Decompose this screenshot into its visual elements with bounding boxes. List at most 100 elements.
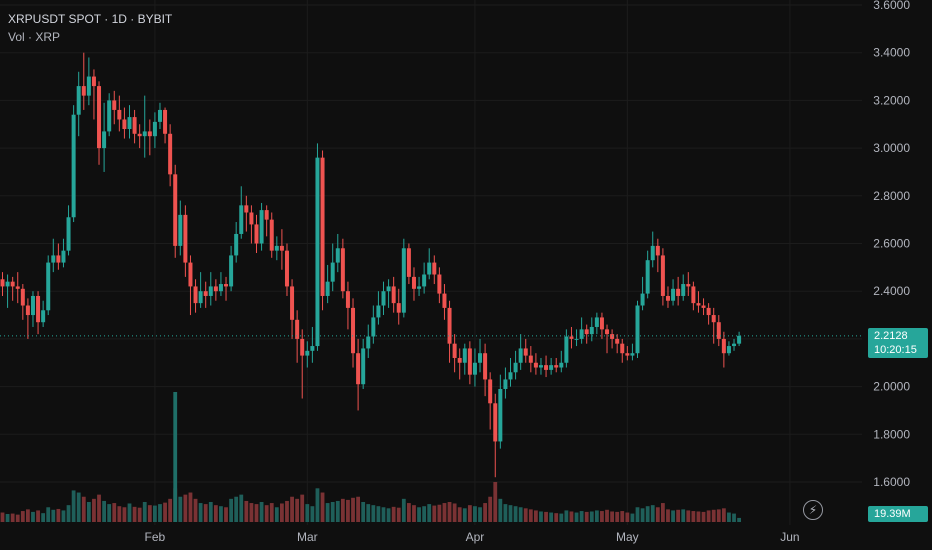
volume-bar	[71, 490, 76, 522]
volume-bar	[574, 512, 579, 522]
candle-body	[610, 334, 615, 339]
candle-body	[356, 353, 361, 385]
candle-body	[478, 353, 483, 363]
candle-body	[386, 286, 391, 292]
candle-body	[188, 262, 193, 287]
volume-bar	[407, 503, 411, 522]
volume-bar	[76, 492, 81, 522]
candle-body	[203, 291, 208, 296]
candle-body	[178, 214, 183, 246]
candle-body	[732, 343, 737, 347]
candle-body	[737, 335, 742, 344]
volume-bar	[351, 497, 355, 522]
volume-bar	[219, 506, 223, 522]
volume-bar	[117, 506, 122, 522]
candle-body	[574, 338, 579, 340]
volume-bar	[5, 514, 10, 522]
volume-bar	[285, 500, 289, 522]
candle-body	[213, 286, 218, 292]
candle-body	[279, 245, 284, 251]
volume-bar	[610, 511, 614, 522]
candle-body	[122, 119, 127, 130]
x-tick-label: May	[616, 530, 639, 544]
candle-body	[396, 303, 401, 313]
candle-body	[488, 379, 493, 404]
last-price-value: 2.2128	[874, 330, 908, 342]
volume-bar	[584, 511, 589, 522]
candle-body	[696, 303, 701, 306]
flash-icon[interactable]: ⚡	[803, 500, 823, 520]
volume-bar	[508, 505, 513, 522]
volume-bar	[549, 512, 554, 522]
volume-bar	[193, 498, 198, 522]
candle-body	[127, 117, 132, 130]
candle-body	[371, 317, 376, 337]
y-tick-label: 3.4000	[873, 46, 910, 60]
y-tick-label: 3.0000	[873, 141, 910, 155]
candle-body	[711, 315, 716, 323]
candle-body	[467, 348, 472, 375]
y-tick-label: 2.0000	[873, 380, 910, 394]
volume-bar	[239, 494, 244, 522]
candle-body	[218, 284, 223, 292]
candle-body	[554, 365, 559, 368]
volume-bar	[66, 505, 71, 522]
candle-body	[432, 262, 437, 275]
candle-body	[15, 286, 20, 289]
volume-bar	[290, 496, 294, 522]
x-tick-label: Mar	[297, 530, 318, 544]
candle-body	[528, 355, 533, 363]
volume-bar	[539, 511, 543, 522]
candle-body	[640, 293, 645, 306]
candle-body	[147, 131, 152, 137]
candle-body	[259, 210, 264, 244]
volume-bar	[15, 514, 20, 522]
last-price-tag: 2.2128 10:20:15	[868, 328, 928, 358]
candle-body	[0, 279, 5, 287]
candle-body	[112, 100, 117, 110]
candle-body	[559, 362, 564, 368]
symbol-title[interactable]: XRPUSDT SPOT · 1D · BYBIT	[8, 12, 173, 26]
volume-bar	[528, 509, 533, 522]
candle-body	[284, 250, 289, 287]
candle-body	[681, 284, 686, 296]
volume-bar	[401, 498, 406, 522]
candle-body	[86, 76, 91, 96]
candle-body	[173, 174, 178, 246]
volume-spike-bar	[173, 392, 178, 522]
volume-bar	[178, 496, 183, 522]
volume-bar	[498, 498, 503, 522]
volume-bar	[716, 509, 721, 522]
candle-body	[10, 281, 15, 287]
y-tick-label: 3.6000	[873, 0, 910, 12]
volume-bar	[244, 500, 249, 522]
volume-bar	[534, 510, 538, 522]
volume-bar	[640, 508, 645, 522]
candle-body	[46, 262, 51, 311]
volume-bar	[356, 496, 360, 522]
candle-body	[599, 317, 604, 330]
volume-bar	[412, 505, 416, 522]
volume-bar	[473, 506, 477, 522]
volume-bar	[600, 511, 604, 522]
candle-body	[41, 310, 46, 323]
volume-bar	[518, 507, 523, 522]
volume-bar	[127, 503, 132, 522]
volume-bar	[701, 511, 706, 522]
volume-bar	[671, 510, 675, 522]
candle-body	[61, 250, 66, 263]
volume-bar	[229, 498, 233, 522]
volume-bar	[493, 482, 498, 522]
volume-bar	[132, 506, 137, 522]
volume-bar	[0, 512, 5, 522]
volume-bar	[625, 512, 630, 522]
volume-bar	[300, 494, 305, 522]
candle-body	[244, 205, 249, 213]
volume-bar	[457, 507, 462, 522]
volume-label[interactable]: Vol · XRP	[8, 30, 61, 44]
volume-bar	[630, 513, 635, 522]
candle-body	[676, 288, 681, 296]
volume-bar	[274, 507, 279, 522]
